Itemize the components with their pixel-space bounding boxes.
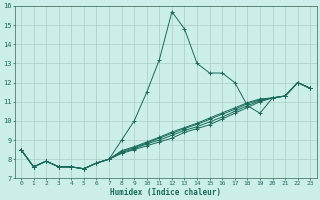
X-axis label: Humidex (Indice chaleur): Humidex (Indice chaleur) — [110, 188, 221, 197]
